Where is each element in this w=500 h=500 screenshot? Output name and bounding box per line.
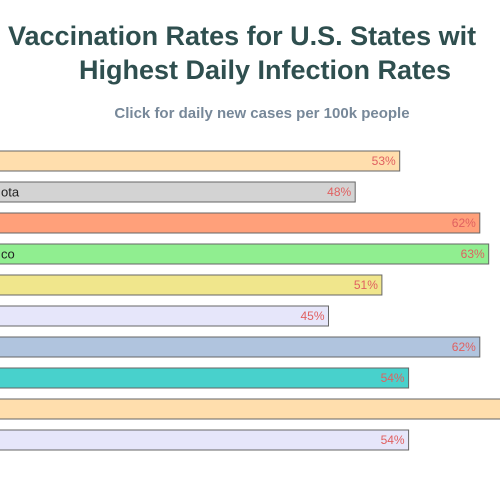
value-label: 45% xyxy=(300,309,324,323)
bar xyxy=(0,243,490,265)
value-label: 51% xyxy=(354,278,378,292)
value-label: 62% xyxy=(452,340,476,354)
category-label: ota xyxy=(1,184,20,199)
bar xyxy=(0,305,329,327)
category-label: co xyxy=(1,246,15,261)
value-label: 48% xyxy=(327,185,351,199)
chart-title: Vaccination Rates for U.S. States wit xyxy=(8,21,476,51)
value-label: 53% xyxy=(372,154,396,168)
subtitle-link[interactable]: Click for daily new cases per 100k peopl… xyxy=(114,105,409,122)
value-label: 54% xyxy=(381,371,405,385)
bar xyxy=(0,274,383,296)
value-label: 54% xyxy=(381,433,405,447)
bar xyxy=(0,336,481,358)
bar xyxy=(0,181,356,203)
bar xyxy=(0,367,410,389)
bar xyxy=(0,150,401,172)
value-label: 63% xyxy=(461,247,485,261)
chart-title: Highest Daily Infection Rates xyxy=(79,55,451,85)
value-label: 62% xyxy=(452,216,476,230)
bar xyxy=(0,212,481,234)
bar xyxy=(0,429,410,451)
bar xyxy=(0,398,500,420)
